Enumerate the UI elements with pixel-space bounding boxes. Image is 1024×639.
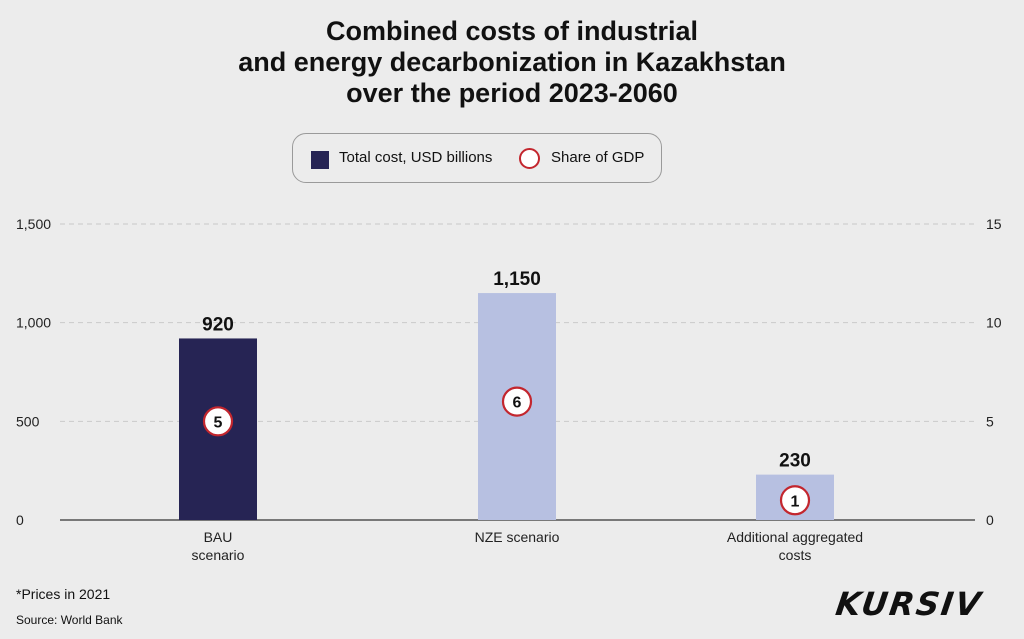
gdp-share-marker [779, 485, 811, 516]
chart-title-line: Combined costs of industrial [325, 16, 699, 46]
chart-title-line: and energy decarbonization in Kazakhstan [238, 47, 786, 77]
legend-label-total-cost: Total cost, USD billions [339, 149, 493, 166]
x-category-label: Additional aggregated [727, 529, 863, 545]
kursiv-logo: KURSIV [833, 585, 985, 623]
y-left-tick-label: 1,000 [16, 315, 51, 331]
gdp-share-label: 5 [214, 414, 223, 431]
bar-value-label: 1,150 [493, 269, 541, 290]
y-right-tick-label: 10 [986, 315, 1002, 331]
source-note: Source: World Bank [16, 613, 123, 627]
bar-value-label: 920 [202, 314, 234, 335]
y-right-tick-label: 15 [986, 216, 1002, 232]
y-right-tick-label: 0 [986, 512, 994, 528]
legend-swatch-total-cost [311, 151, 329, 169]
gdp-share-marker [501, 386, 533, 417]
x-category-label: NZE scenario [475, 529, 560, 545]
bar-value-label: 230 [779, 451, 811, 472]
y-right-tick-label: 5 [986, 413, 994, 429]
x-category-label: scenario [192, 547, 245, 563]
y-left-tick-label: 500 [16, 413, 40, 429]
footnote: *Prices in 2021 [16, 586, 111, 602]
y-left-tick-label: 1,500 [16, 216, 51, 232]
chart-title-line: over the period 2023-2060 [346, 78, 678, 108]
y-left-tick-label: 0 [16, 512, 24, 528]
chart-title: Combined costs of industrial and energy … [0, 16, 1024, 109]
gdp-share-label: 1 [791, 493, 800, 510]
legend-label-share-gdp: Share of GDP [551, 149, 645, 166]
x-category-label: BAU [204, 529, 233, 545]
chart-legend: Total cost, USD billions Share of GDP [292, 133, 662, 183]
gdp-share-label: 6 [513, 395, 522, 412]
legend-swatch-share-gdp [519, 148, 540, 169]
gdp-share-marker [202, 406, 234, 437]
x-category-label: costs [779, 547, 812, 563]
